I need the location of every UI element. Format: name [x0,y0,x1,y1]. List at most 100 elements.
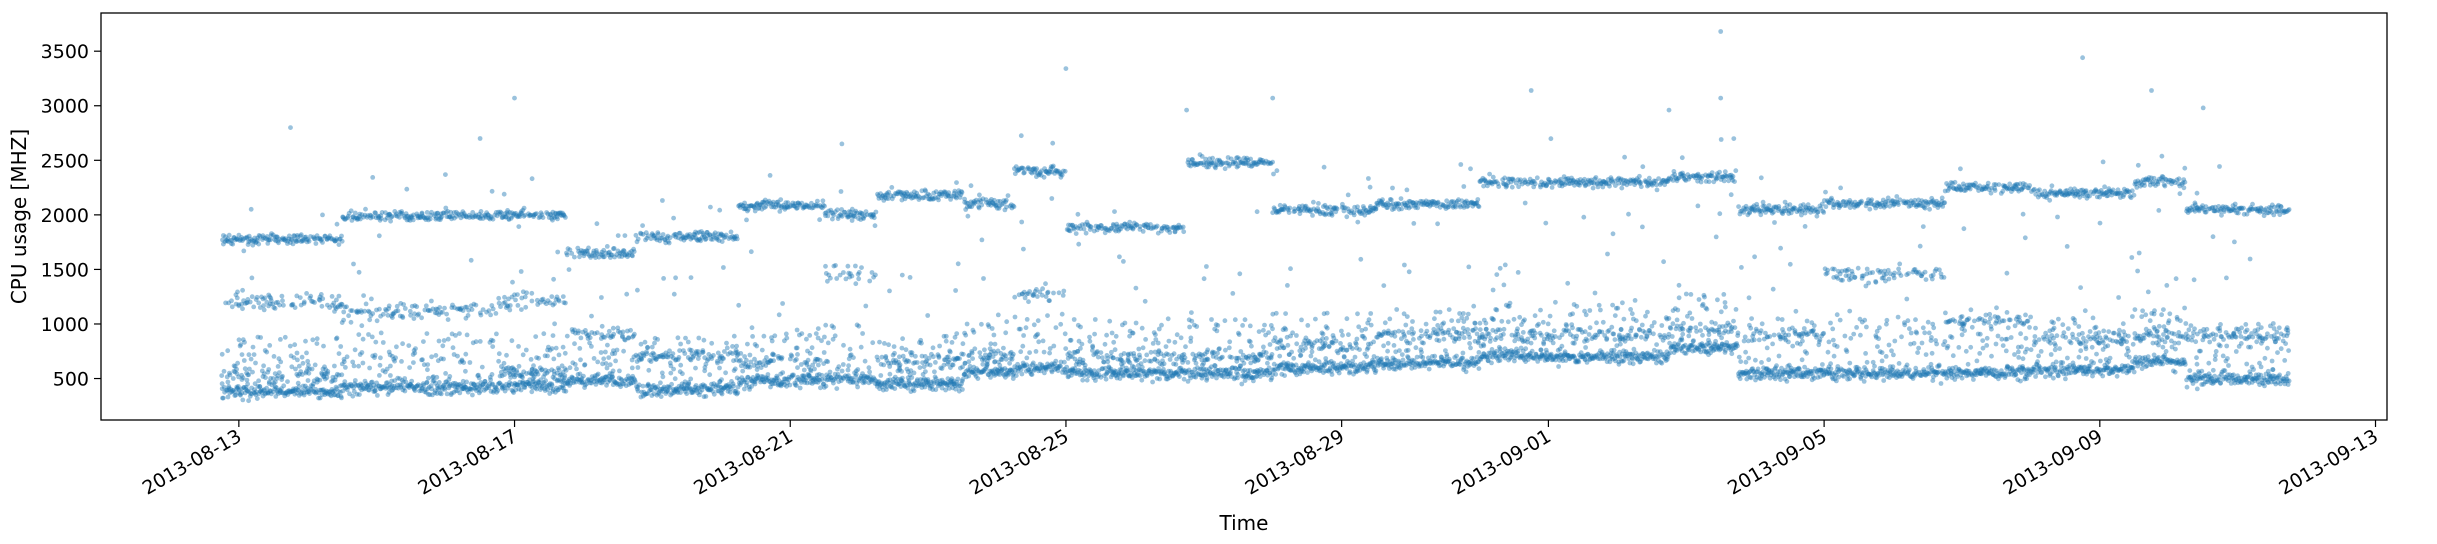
data-point [505,303,511,309]
data-point [927,362,933,368]
data-point [434,215,439,221]
data-point [511,367,517,373]
data-point [314,376,320,382]
data-point [355,382,361,388]
data-point [937,343,942,349]
data-point [771,352,777,358]
data-point [259,294,264,300]
data-point [401,213,407,219]
data-point [366,332,371,337]
data-point [375,213,381,219]
data-point [235,237,241,243]
data-point [943,333,949,339]
data-point [1003,356,1009,362]
data-point [783,331,789,337]
data-point [660,232,666,237]
data-point [257,233,263,239]
data-point [1466,264,1472,270]
data-point [576,377,581,383]
data-point [387,212,393,217]
data-point [366,387,371,393]
data-point [1062,168,1068,174]
data-point [1227,339,1233,345]
data-point [561,388,567,394]
data-point [594,250,600,256]
data-point [378,213,384,219]
data-point [470,210,476,215]
data-point [266,381,272,386]
data-point [518,269,524,274]
data-point [1394,307,1400,312]
data-point [579,379,585,385]
data-point [732,366,738,372]
data-point [377,362,383,368]
data-point [379,384,384,389]
data-point [332,309,337,314]
data-point [344,304,349,310]
data-point [299,354,305,360]
data-point [652,340,657,346]
data-point [304,237,309,242]
data-point [496,209,501,215]
data-point [265,390,270,396]
data-point [402,215,408,221]
data-point [457,390,463,396]
data-point [523,382,528,388]
data-point [257,389,263,394]
data-point [1080,377,1086,383]
data-point [512,374,517,380]
data-point [380,384,386,390]
data-point [936,197,941,203]
data-point [255,334,261,340]
data-point [566,378,571,384]
data-point [451,389,457,395]
data-point [295,373,301,379]
data-point [489,372,495,377]
data-point [308,293,314,299]
data-point [342,382,348,388]
data-point [509,210,515,216]
data-point [1410,319,1415,324]
data-point [375,393,380,398]
data-point [807,333,813,338]
data-point [267,237,273,243]
data-point [498,304,503,310]
data-point [384,215,390,221]
data-point [1256,357,1261,363]
data-point [442,305,447,311]
data-point [1121,259,1126,264]
data-point [477,216,483,222]
data-point [278,337,283,342]
data-point [585,378,590,383]
data-point [604,244,610,249]
data-point [827,369,833,375]
data-point [833,263,838,268]
data-point [454,382,460,387]
data-point [545,211,551,217]
data-point [458,307,463,313]
data-point [394,303,400,309]
data-point [289,302,294,308]
data-point [455,384,461,390]
data-point [404,217,410,223]
data-point [362,212,368,218]
data-point [1178,335,1184,341]
data-point [276,240,281,246]
data-point [478,380,484,385]
data-point [564,333,570,339]
data-point [708,204,713,210]
data-point [1411,221,1417,226]
data-point [1419,349,1424,355]
data-point [418,383,423,389]
data-point [1027,289,1032,294]
data-point [1261,344,1266,350]
data-point [258,335,263,340]
data-point [583,331,589,337]
data-point [399,378,405,383]
data-point [531,214,536,220]
data-point [391,383,397,389]
data-point [1285,342,1291,348]
data-point [1355,219,1361,225]
data-point [588,378,594,383]
data-point [305,385,310,391]
